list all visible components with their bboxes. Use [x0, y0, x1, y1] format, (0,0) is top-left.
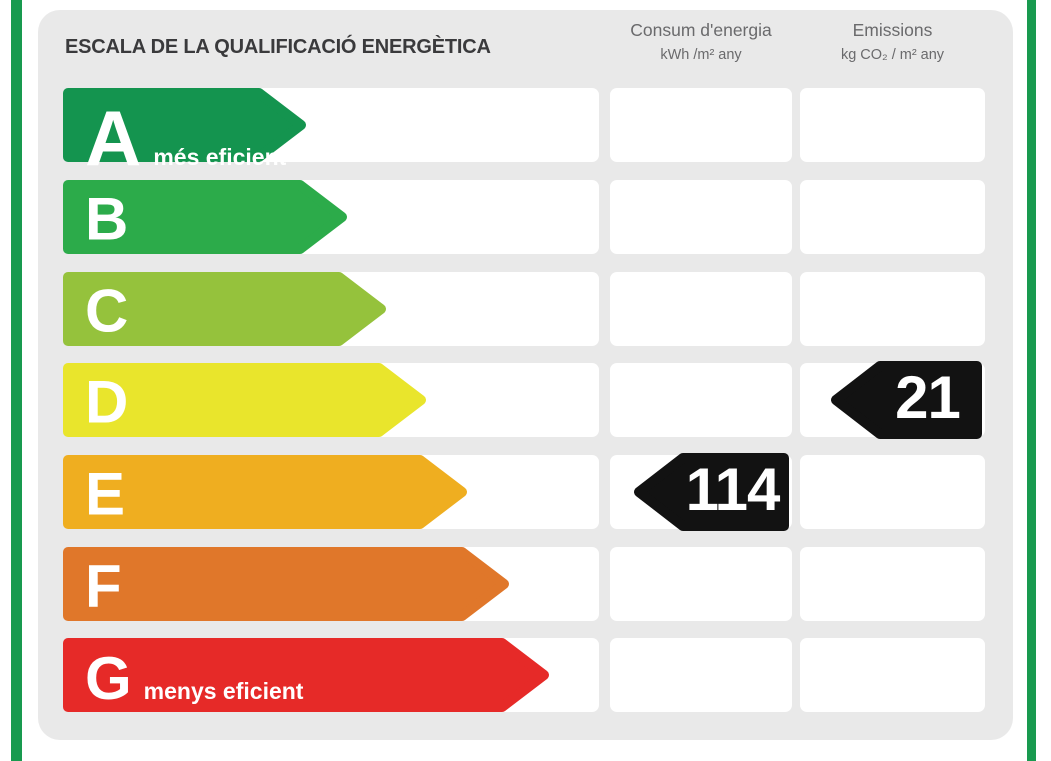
consum-cell [610, 272, 792, 346]
document-border-left [11, 0, 22, 761]
rating-arrow-shape [63, 638, 549, 712]
emissions-cell [800, 180, 985, 254]
emissions-header-title: Emissions [852, 20, 933, 40]
consum-cell [610, 547, 792, 621]
badge-arrow-shape [634, 453, 789, 531]
consum-cell [610, 180, 792, 254]
rating-arrow-shape [63, 363, 426, 437]
rating-bar-text: A més eficient [85, 99, 286, 177]
rating-bar-text: B [85, 189, 128, 249]
efficiency-label: menys eficient [143, 678, 304, 704]
rating-bar: A més eficient [63, 88, 307, 177]
rating-arrow-shape [63, 455, 467, 529]
rating-row: A més eficient [38, 88, 1013, 177]
rating-letter: C [85, 277, 129, 345]
emissions-value-badge: 21 [830, 361, 983, 439]
rating-letter: A [85, 94, 142, 182]
rating-row: F [38, 547, 1013, 621]
efficiency-label: més eficient [153, 144, 287, 170]
rating-letter: E [85, 460, 126, 528]
rating-bar: F [63, 547, 510, 621]
rating-bar-text: C [85, 281, 128, 341]
rating-arrow-shape [63, 272, 386, 346]
consum-header-title: Consum d'energia [630, 20, 772, 40]
emissions-header-units: kg CO₂ / m² any [840, 47, 945, 63]
badge-arrow-shape [831, 361, 982, 439]
rating-bar-text: D [85, 372, 128, 432]
consum-value-badge: 114 [633, 453, 790, 531]
rating-bar: G menys eficient [63, 638, 550, 712]
emissions-cell [800, 547, 985, 621]
rating-letter: G [85, 645, 132, 712]
consum-column-header: Consum d'energia kWh /m² any [610, 20, 792, 64]
emissions-cell [800, 88, 985, 162]
document-border-right [1027, 0, 1036, 761]
rating-arrow-shape [63, 180, 347, 254]
rating-bar-text: F [85, 556, 122, 616]
rating-bar-text: G menys eficient [85, 649, 303, 709]
rating-letter: B [85, 185, 129, 253]
rating-letter: F [85, 552, 122, 620]
rating-panel: ESCALA DE LA QUALIFICACIÓ ENERGÈTICA Con… [38, 10, 1013, 740]
rating-bar: E [63, 455, 468, 529]
emissions-cell [800, 638, 985, 712]
rating-bar: B [63, 180, 348, 254]
emissions-cell [800, 455, 985, 529]
rating-bar: C [63, 272, 387, 346]
rating-bar-text: E [85, 464, 125, 524]
consum-value: 114 [685, 455, 781, 523]
emissions-value: 21 [895, 363, 961, 431]
consum-cell [610, 363, 792, 437]
rating-row: E [38, 455, 1013, 529]
rating-row: G menys eficient [38, 638, 1013, 712]
scale-title: ESCALA DE LA QUALIFICACIÓ ENERGÈTICA [65, 36, 491, 58]
emissions-cell [800, 272, 985, 346]
rating-row: C [38, 272, 1013, 346]
rating-arrow-shape [63, 88, 306, 162]
consum-cell [610, 638, 792, 712]
consum-header-units: kWh /m² any [660, 47, 742, 63]
emissions-column-header: Emissions kg CO₂ / m² any [800, 20, 985, 64]
rating-bar: D [63, 363, 427, 437]
rating-row: B [38, 180, 1013, 254]
rating-arrow-shape [63, 547, 509, 621]
consum-cell [610, 88, 792, 162]
rating-letter: D [85, 368, 129, 436]
